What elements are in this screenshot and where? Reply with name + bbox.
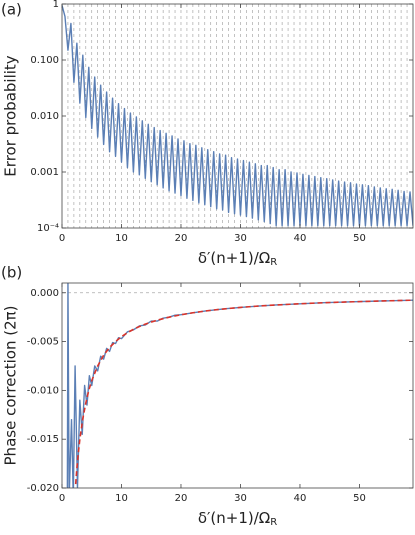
x-axis-label-sub: R bbox=[270, 517, 277, 528]
x-tick-label: 20 bbox=[175, 233, 188, 244]
y-tick-label: 10⁻⁴ bbox=[37, 223, 59, 234]
y-tick-label: 1 bbox=[53, 0, 59, 10]
x-tick-label: 50 bbox=[353, 233, 366, 244]
y-tick-label: -0.005 bbox=[27, 337, 59, 348]
y-axis-label: Phase correction (2π) bbox=[2, 306, 20, 466]
plot-area bbox=[62, 4, 413, 228]
y-tick-label: 0.000 bbox=[30, 288, 59, 299]
data-line bbox=[66, 283, 413, 488]
y-tick-label: -0.020 bbox=[27, 483, 59, 494]
x-axis-label: δ′(n+1)/ΩR bbox=[198, 509, 277, 529]
x-tick-label: 0 bbox=[59, 493, 65, 504]
x-tick-label: 10 bbox=[115, 233, 128, 244]
panel-label: (a) bbox=[1, 1, 22, 19]
data-line bbox=[74, 299, 413, 485]
y-axis-label: Error probability bbox=[2, 55, 20, 176]
x-tick-label: 10 bbox=[115, 493, 128, 504]
y-tick-label: 0.010 bbox=[30, 111, 59, 122]
plot-frame bbox=[61, 3, 414, 229]
y-tick-label: -0.015 bbox=[27, 434, 59, 445]
y-tick-label: 0.001 bbox=[30, 167, 59, 178]
x-axis-label: δ′(n+1)/ΩR bbox=[198, 249, 277, 269]
x-tick-label: 40 bbox=[294, 233, 307, 244]
x-tick-label: 30 bbox=[234, 233, 247, 244]
x-axis-label-main: δ′(n+1)/Ω bbox=[198, 249, 270, 267]
plot-area bbox=[62, 283, 413, 488]
data-line bbox=[62, 5, 413, 227]
x-axis-label-sub: R bbox=[270, 257, 277, 268]
x-tick-label: 50 bbox=[353, 493, 366, 504]
plot-frame bbox=[61, 282, 414, 489]
x-tick-label: 20 bbox=[175, 493, 188, 504]
y-tick-label: 0.100 bbox=[30, 55, 59, 66]
x-tick-label: 40 bbox=[294, 493, 307, 504]
y-tick-label: -0.010 bbox=[27, 385, 59, 396]
x-axis-label-main: δ′(n+1)/Ω bbox=[198, 509, 270, 527]
x-tick-label: 0 bbox=[59, 233, 65, 244]
panel-label: (b) bbox=[1, 264, 22, 282]
x-tick-label: 30 bbox=[234, 493, 247, 504]
